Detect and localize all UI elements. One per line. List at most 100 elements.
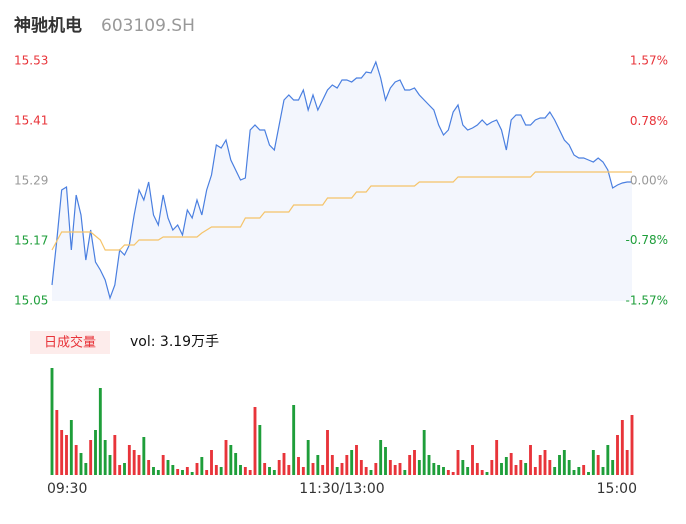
volume-bar xyxy=(282,453,286,475)
y2-tick-label: -1.57% xyxy=(626,294,668,308)
volume-bar xyxy=(625,450,629,475)
volume-bar xyxy=(451,472,455,475)
volume-bar xyxy=(582,465,586,475)
volume-bar xyxy=(156,470,160,475)
volume-bar xyxy=(277,460,281,475)
volume-bar xyxy=(263,463,267,475)
volume-bar xyxy=(272,470,276,475)
volume-bar xyxy=(446,470,450,475)
volume-bar xyxy=(50,368,54,475)
volume-bar xyxy=(577,467,581,475)
stock-name: 神驰机电 xyxy=(14,15,82,36)
volume-bar xyxy=(297,457,300,475)
volume-bar xyxy=(55,410,59,475)
volume-bar xyxy=(495,440,499,475)
volume-bar xyxy=(113,435,117,475)
y2-tick-label: -0.78% xyxy=(626,233,668,247)
volume-bar xyxy=(591,450,595,475)
volume-bar xyxy=(408,455,412,475)
volume-bar xyxy=(553,467,557,475)
volume-bar xyxy=(224,440,228,475)
volume-bar xyxy=(219,467,223,475)
volume-bar xyxy=(442,467,445,475)
volume-bar xyxy=(374,463,378,475)
volume-bar xyxy=(543,450,547,475)
volume-bar xyxy=(533,467,537,475)
volume-bar xyxy=(127,445,131,475)
volume-bar xyxy=(475,463,479,475)
volume-bar xyxy=(142,437,146,475)
volume-bar xyxy=(596,455,600,475)
volume-bar xyxy=(471,445,474,475)
volume-bar xyxy=(519,460,523,475)
volume-bar xyxy=(147,460,151,475)
volume-bar xyxy=(200,457,204,475)
volume-bar xyxy=(248,470,252,475)
volume-bar xyxy=(287,465,291,475)
volume-bar xyxy=(500,463,503,475)
volume-bar xyxy=(205,470,209,475)
volume-bar xyxy=(268,467,271,475)
x-tick-label: 11:30/13:00 xyxy=(299,481,384,497)
volume-bar xyxy=(137,455,141,475)
volume-bar xyxy=(171,465,175,475)
volume-bar xyxy=(229,445,233,475)
volume-bar xyxy=(74,445,78,475)
volume-bar xyxy=(456,450,460,475)
volume-bar xyxy=(234,453,238,475)
volume-bar xyxy=(132,450,136,475)
volume-bar xyxy=(379,440,383,475)
volume-bar xyxy=(480,470,484,475)
volume-bar xyxy=(504,457,508,475)
volume-bar xyxy=(601,467,605,475)
volume-bar xyxy=(340,463,344,475)
volume-bar xyxy=(176,469,180,475)
volume-bar xyxy=(350,450,354,475)
volume-bar xyxy=(485,472,489,475)
volume-bar xyxy=(611,460,615,475)
volume-bar xyxy=(239,465,242,475)
volume-bar xyxy=(60,430,64,475)
volume-bar xyxy=(562,450,566,475)
volume-bar xyxy=(548,460,552,475)
volume-bar xyxy=(369,470,373,475)
volume-bar xyxy=(306,440,310,475)
volume-bar xyxy=(359,460,363,475)
y2-tick-label: 0.00% xyxy=(630,174,668,188)
volume-bar xyxy=(398,463,402,475)
legend-label: 日成交量 xyxy=(44,335,96,351)
volume-bar xyxy=(432,463,436,475)
volume-bar xyxy=(606,445,610,475)
volume-bar xyxy=(69,420,73,475)
volume-bar xyxy=(65,435,68,475)
volume-bar xyxy=(572,470,576,475)
volume-bar xyxy=(161,455,165,475)
volume-bar xyxy=(253,407,257,475)
volume-bar xyxy=(413,450,416,475)
volume-bar xyxy=(210,450,213,475)
volume-bar xyxy=(108,455,112,475)
volume-bar xyxy=(103,440,107,475)
volume-summary: vol: 3.19万手 xyxy=(130,334,219,350)
volume-bar xyxy=(258,425,262,475)
y-tick-label: 15.05 xyxy=(14,294,48,308)
volume-bar xyxy=(79,453,83,475)
volume-bar xyxy=(393,465,397,475)
volume-bar xyxy=(466,467,470,475)
volume-bar xyxy=(514,465,518,475)
volume-bar xyxy=(427,455,431,475)
volume-bar xyxy=(558,455,561,475)
volume-bar xyxy=(417,460,421,475)
volume-bar xyxy=(538,455,542,475)
volume-bar xyxy=(461,460,465,475)
volume-bar xyxy=(384,447,387,475)
volume-bar xyxy=(190,472,194,475)
y-tick-label: 15.53 xyxy=(14,54,48,68)
volume-bar xyxy=(355,445,358,475)
x-tick-label: 09:30 xyxy=(47,481,87,497)
y2-tick-label: 1.57% xyxy=(630,54,668,68)
volume-bar xyxy=(321,465,325,475)
volume-bar xyxy=(243,467,247,475)
volume-bar xyxy=(490,460,494,475)
